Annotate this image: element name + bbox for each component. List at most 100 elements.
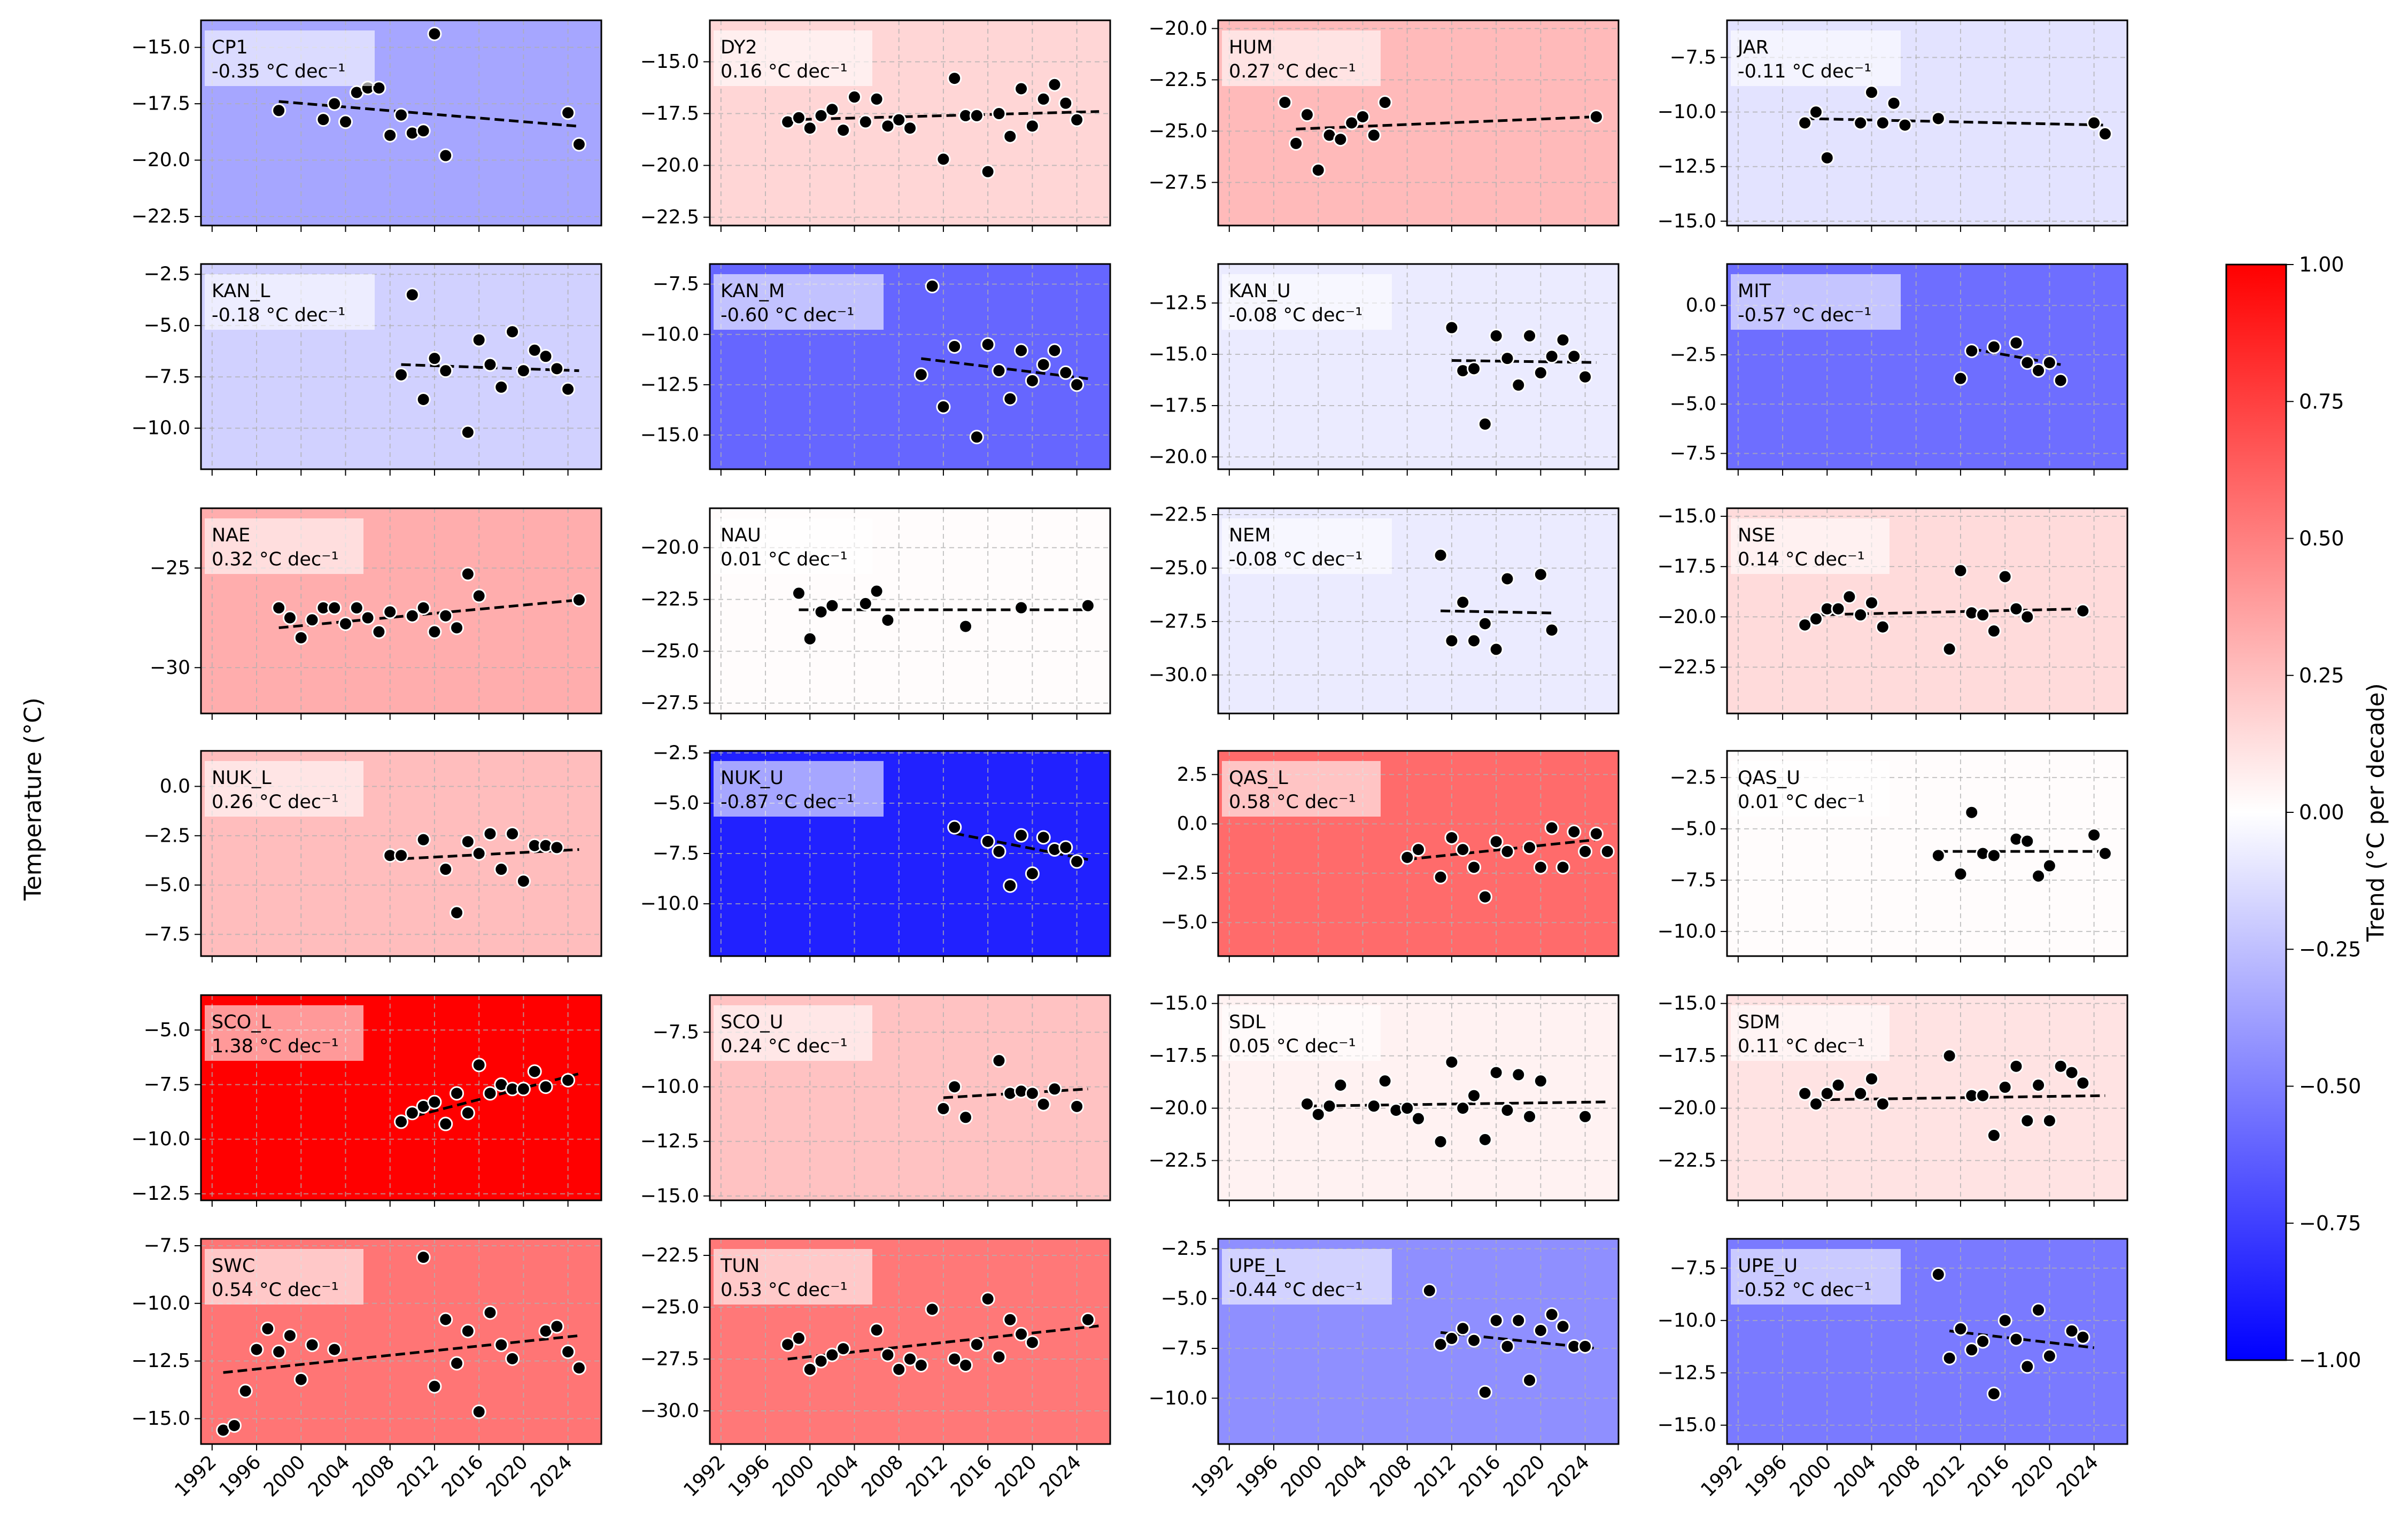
y-tick-label: −22.5	[1658, 1150, 1716, 1171]
panel-frame	[709, 19, 1111, 227]
y-tick-label: −15.0	[131, 1408, 190, 1430]
data-point	[1997, 569, 2012, 584]
data-point	[1544, 349, 1559, 364]
data-point	[992, 844, 1006, 859]
data-point	[1489, 834, 1504, 849]
data-point	[1477, 417, 1492, 432]
annotation-box	[714, 30, 872, 86]
annotation-box	[714, 761, 884, 817]
data-point	[802, 1362, 817, 1377]
y-tick-label: −15.0	[640, 424, 699, 446]
data-point	[2076, 1076, 2090, 1091]
data-point	[1533, 1323, 1548, 1338]
data-point	[1080, 598, 1095, 613]
y-tick-label: −25.0	[640, 1297, 699, 1318]
station-label: SDL	[1229, 1012, 1266, 1033]
y-tick-label: −17.5	[1658, 556, 1716, 578]
data-point	[416, 600, 431, 615]
data-point	[1344, 115, 1359, 130]
data-point	[836, 1341, 851, 1356]
data-point	[1953, 371, 1968, 386]
data-point	[2053, 373, 2068, 388]
data-point	[2087, 827, 2102, 842]
data-point	[561, 382, 576, 397]
data-point	[1467, 361, 1482, 376]
data-point	[360, 610, 375, 625]
data-point	[538, 349, 553, 364]
data-point	[1444, 320, 1459, 335]
data-point	[272, 1344, 287, 1359]
y-tick-label: −2.5	[1161, 1238, 1207, 1260]
y-tick-label: −25.0	[1149, 120, 1207, 142]
trend-label: -0.87 °C dec⁻¹	[721, 791, 854, 813]
y-tick-label: −22.5	[640, 206, 699, 228]
data-point	[427, 1379, 442, 1394]
data-point	[2020, 834, 2035, 849]
data-point	[571, 137, 586, 152]
data-point	[1003, 391, 1018, 406]
data-point	[2042, 858, 2057, 873]
data-point	[1976, 1334, 1991, 1349]
data-point	[2020, 355, 2035, 370]
y-tick-label: −15.0	[640, 51, 699, 73]
data-point	[1798, 1086, 1813, 1101]
data-point	[880, 119, 895, 134]
data-point	[992, 106, 1006, 121]
y-tick-label: −22.5	[1658, 656, 1716, 678]
data-point	[1798, 115, 1813, 130]
data-point	[2009, 1332, 2024, 1347]
trend-label: 0.01 °C dec⁻¹	[1738, 791, 1865, 813]
data-point	[1589, 826, 1604, 841]
panel-sco-u: −7.5 −10.0 −12.5 −15.0 SCO_U 0.24 °C dec⁻¹	[640, 994, 1111, 1207]
data-point	[936, 399, 951, 414]
data-point	[802, 631, 817, 646]
panel-frame	[1726, 263, 2128, 470]
y-tick-label: −2.5	[1670, 344, 1716, 366]
data-point	[1875, 115, 1890, 130]
station-label: QAS_L	[1229, 767, 1288, 789]
data-point	[371, 624, 386, 639]
data-point	[1014, 343, 1029, 358]
data-point	[1808, 105, 1823, 120]
data-point	[1842, 589, 1857, 604]
data-point	[1500, 571, 1515, 586]
data-point	[2020, 609, 2035, 624]
trend-label: 0.24 °C dec⁻¹	[721, 1036, 848, 1057]
trend-label: -0.08 °C dec⁻¹	[1229, 305, 1362, 326]
data-point	[1898, 118, 1913, 133]
data-point	[2020, 1113, 2035, 1128]
data-point	[1477, 616, 1492, 631]
annotation-box	[1222, 761, 1381, 817]
data-point	[383, 128, 398, 143]
data-point	[483, 1305, 498, 1320]
data-point	[936, 152, 951, 167]
data-point	[1864, 85, 1879, 100]
data-point	[438, 862, 453, 877]
station-label: SCO_L	[212, 1012, 272, 1033]
data-point	[1311, 1107, 1326, 1122]
trend-label: 1.38 °C dec⁻¹	[212, 1036, 339, 1057]
data-point	[1477, 889, 1492, 904]
data-point	[1444, 1054, 1459, 1069]
data-point	[2076, 603, 2090, 618]
data-point	[980, 164, 995, 179]
data-point	[1025, 119, 1040, 134]
y-tick-label: −15.0	[1658, 992, 1716, 1014]
data-point	[1942, 642, 1957, 657]
data-point	[880, 612, 895, 627]
trend-line-nae	[278, 599, 579, 630]
y-tick-label: −10.0	[640, 323, 699, 345]
data-point	[1964, 1342, 1979, 1357]
data-point	[416, 832, 431, 847]
trend-label: -0.57 °C dec⁻¹	[1738, 305, 1871, 326]
data-point	[1853, 115, 1868, 130]
data-point	[1070, 377, 1085, 392]
data-point	[516, 363, 531, 378]
data-point	[494, 862, 509, 877]
y-tick-label: −5.0	[144, 874, 190, 896]
colorbar: 1.00 0.75 0.50 0.25 0.00 −0.25 −0.50 −0.75 −1.00	[2225, 253, 2361, 1372]
data-point	[1522, 328, 1537, 343]
y-tick-label: −2.5	[144, 825, 190, 847]
data-point	[1500, 1339, 1515, 1354]
data-point	[1377, 95, 1392, 110]
